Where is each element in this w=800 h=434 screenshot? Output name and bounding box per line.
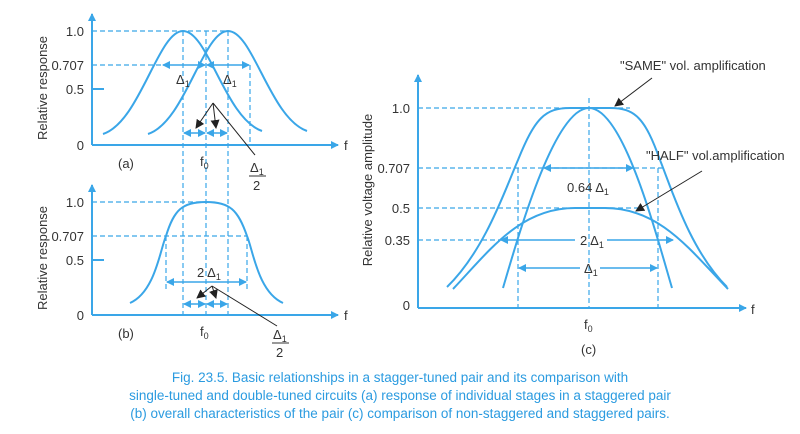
half-delta-label: Δ1 [250,160,264,177]
panel-c: 1.0 0.707 0.5 0.35 0 f Relative voltage … [360,58,785,357]
caption-line: single-tuned and double-tuned circuits (… [129,388,671,403]
tick-label: 0.707 [51,229,84,244]
delta-label: Δ1 [176,72,190,89]
tick-label: 1.0 [66,195,84,210]
tick-label: 0.707 [377,161,410,176]
half-delta-den: 2 [276,345,283,360]
bandwidth-2-label: 2 Δ1 [580,233,604,250]
f0-label: f0 [200,324,209,341]
f0-label: f0 [200,154,209,171]
tick-label: 0 [77,138,84,153]
overall-response-curve [129,200,284,304]
tick-label: 1.0 [392,101,410,116]
stage2-response-curve [147,29,308,135]
panel-b: 1.0 0.707 0.5 0 f Relative response 2 Δ1… [35,184,348,360]
staggered-half-curve [452,207,729,290]
delta-label: Δ1 [223,72,237,89]
y-axis-label: Relative voltage amplitude [360,114,375,266]
f0-label: f0 [584,317,593,334]
tick-label: 0.5 [66,253,84,268]
tick-label: 0 [77,308,84,323]
panel-tag: (a) [118,156,134,171]
x-axis-label: f [344,138,348,153]
figure-caption: Fig. 23.5. Basic relationships in a stag… [0,369,800,423]
x-axis-label: f [344,308,348,323]
half-delta-label: Δ1 [273,327,287,344]
tick-label: 0.5 [392,201,410,216]
half-delta-den: 2 [253,178,260,193]
y-axis-label: Relative response [35,36,50,140]
panel-a: 1.0 0.707 0.5 0 f Relative response Δ1 Δ… [35,13,348,318]
caption-line: Fig. 23.5. Basic relationships in a stag… [171,370,629,385]
tick-label: 0.35 [385,233,410,248]
tick-label: 0 [403,298,410,313]
bandwidth-label: 2 Δ1 [197,265,221,282]
half-amplification-label: "HALF" vol.amplification [646,148,785,163]
bandwidth-064-label: 0.64 Δ1 [567,180,609,197]
caption-line: (b) overall characteristics of the pair … [130,406,670,421]
x-axis-label: f [751,302,755,317]
panel-tag: (c) [581,342,596,357]
stage1-response-curve [102,29,263,135]
tick-label: 0.5 [66,82,84,97]
bandwidth-1-label: Δ1 [584,261,598,278]
tick-label: 1.0 [66,24,84,39]
y-axis-label: Relative response [35,206,50,310]
tick-label: 0.707 [51,58,84,73]
panel-tag: (b) [118,326,134,341]
same-amplification-label: "SAME" vol. amplification [620,58,766,73]
